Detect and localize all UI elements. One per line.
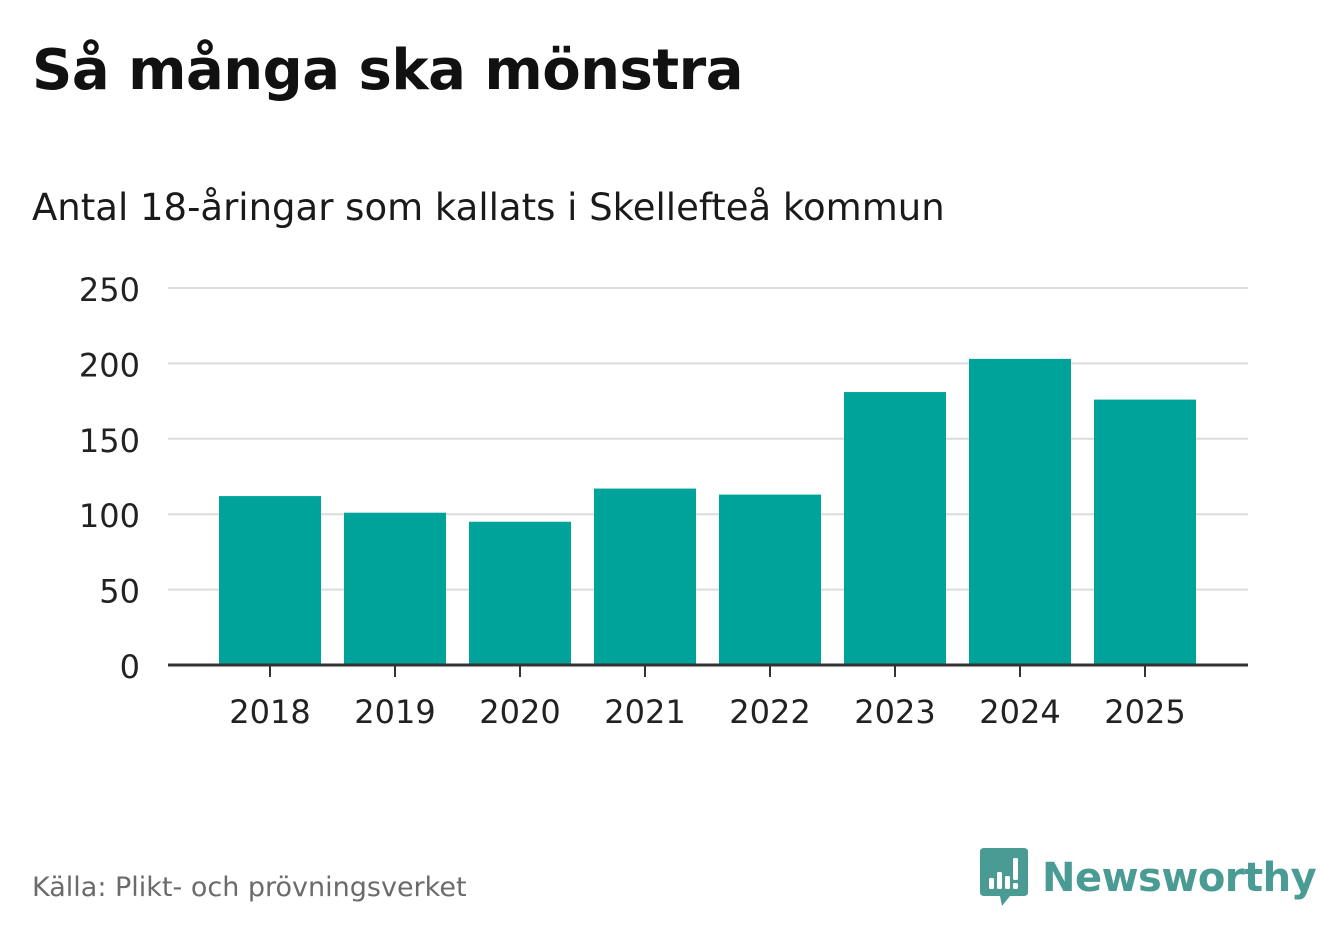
bar bbox=[844, 392, 946, 665]
bar bbox=[219, 496, 321, 665]
y-tick-label: 50 bbox=[99, 573, 140, 611]
x-tick-label: 2021 bbox=[604, 693, 685, 731]
x-tick-label: 2024 bbox=[979, 693, 1060, 731]
chart-title: Så många ska mönstra bbox=[32, 38, 744, 103]
x-tick-label: 2023 bbox=[854, 693, 935, 731]
brand-logo[interactable]: Newsworthy bbox=[980, 848, 1317, 908]
bar bbox=[344, 512, 446, 665]
y-tick-label: 200 bbox=[79, 346, 140, 384]
y-tick-label: 100 bbox=[79, 497, 140, 535]
y-tick-label: 250 bbox=[79, 271, 140, 309]
y-tick-label: 150 bbox=[79, 422, 140, 460]
x-tick-label: 2022 bbox=[729, 693, 810, 731]
bar bbox=[594, 488, 696, 665]
x-tick-label: 2020 bbox=[479, 693, 560, 731]
newsworthy-logo-icon bbox=[980, 848, 1028, 906]
x-tick-label: 2025 bbox=[1104, 693, 1185, 731]
y-tick-label: 0 bbox=[120, 648, 140, 686]
bar bbox=[969, 358, 1071, 665]
brand-name: Newsworthy bbox=[1042, 855, 1317, 901]
chart-subtitle: Antal 18-åringar som kallats i Skellefte… bbox=[32, 186, 945, 229]
bar bbox=[1094, 399, 1196, 665]
x-tick-label: 2019 bbox=[354, 693, 435, 731]
x-tick-label: 2018 bbox=[229, 693, 310, 731]
source-note: Källa: Plikt- och prövningsverket bbox=[32, 872, 467, 903]
bar bbox=[469, 521, 571, 665]
bar bbox=[719, 494, 821, 665]
